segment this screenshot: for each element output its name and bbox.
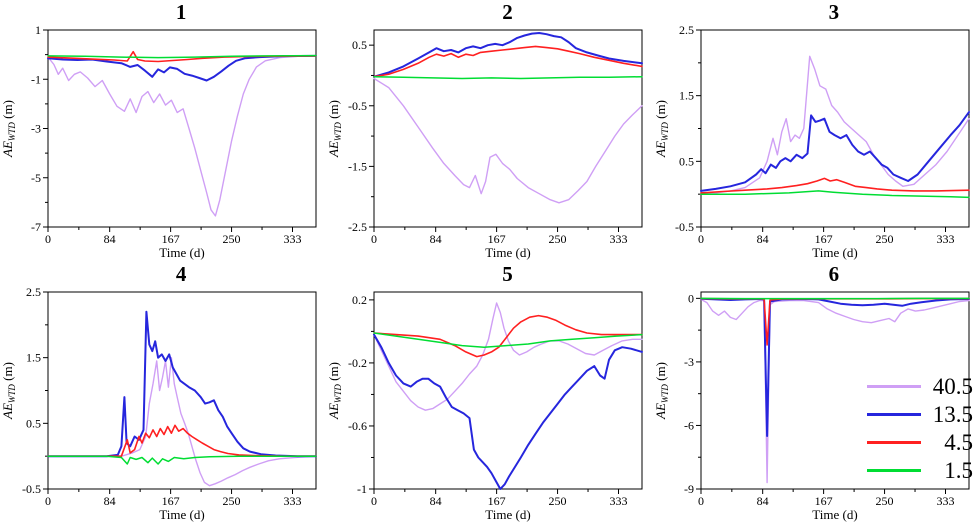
svg-text:333: 333 — [284, 494, 302, 508]
svg-text:0.5: 0.5 — [26, 416, 41, 430]
legend-label-13-5: 13.5 — [932, 401, 973, 427]
svg-text:-2.5: -2.5 — [348, 220, 367, 234]
chart-canvas-2: 0 84 167 250 333 0.5 -0.5 -1.5 -2.5 Time (d) AEWTD… — [326, 29, 644, 260]
svg-text:250: 250 — [549, 232, 567, 246]
svg-text:-0.5: -0.5 — [675, 220, 694, 234]
svg-text:1: 1 — [35, 24, 41, 37]
svg-text:84: 84 — [430, 494, 442, 508]
svg-text:167: 167 — [162, 232, 180, 246]
legend-label-1-5: 1.5 — [944, 457, 973, 483]
svg-text:2.5: 2.5 — [26, 286, 41, 299]
svg-text:0.5: 0.5 — [352, 38, 367, 52]
svg-text:Time (d): Time (d) — [486, 245, 531, 260]
svg-text:0: 0 — [698, 232, 704, 246]
chart-panel-2: 2 0 84 167 250 333 0.5 -0.5 -1.5 -2.5 Time (d) AEW… — [326, 0, 652, 262]
chart-title-6: 6 — [828, 261, 840, 286]
svg-text:-0.5: -0.5 — [22, 482, 41, 496]
legend-item-40-5: 40.5 — [867, 374, 973, 399]
svg-text:333: 333 — [610, 494, 628, 508]
chart-canvas-1: 0 84 167 250 333 1 -1 -3 -5 -7 Time (d) AEWTD (m) — [0, 24, 317, 260]
svg-text:0: 0 — [371, 494, 377, 508]
svg-text:250: 250 — [223, 494, 241, 508]
legend-label-4-5: 4.5 — [944, 429, 973, 455]
legend-label-40-5: 40.5 — [932, 373, 973, 399]
svg-text:333: 333 — [936, 494, 954, 508]
svg-text:0: 0 — [371, 232, 377, 246]
svg-text:Time (d): Time (d) — [486, 507, 531, 522]
svg-text:0: 0 — [688, 291, 694, 305]
svg-text:Time (d): Time (d) — [159, 507, 204, 522]
legend-item-13-5: 13.5 — [867, 402, 973, 427]
chart-panel-3: 3 0 84 167 250 333 2.5 1.5 0.5 -0.5 Time (d) AEWTD… — [653, 0, 979, 262]
legend-item-4-5: 4.5 — [867, 430, 973, 455]
svg-text:-9: -9 — [684, 482, 694, 496]
svg-text:Time (d): Time (d) — [159, 245, 204, 260]
svg-text:AEWTD (m): AEWTD (m) — [0, 100, 17, 158]
svg-text:167: 167 — [488, 494, 506, 508]
svg-text:333: 333 — [284, 232, 302, 246]
svg-text:-0.6: -0.6 — [348, 418, 367, 432]
svg-text:AEWTD (m): AEWTD (m) — [653, 100, 670, 158]
svg-text:-1: -1 — [31, 72, 41, 86]
chart-title-1: 1 — [175, 0, 187, 24]
svg-text:0: 0 — [45, 494, 51, 508]
chart-panel-4: 4 0 84 167 250 333 2.5 1.5 0.5 -0.5 Time (d) AEWTD… — [0, 262, 326, 523]
svg-text:333: 333 — [610, 232, 628, 246]
svg-text:-1: -1 — [357, 482, 367, 496]
chart-title-2: 2 — [502, 0, 513, 24]
chart-title-3: 3 — [828, 0, 840, 24]
svg-text:167: 167 — [162, 494, 180, 508]
svg-text:84: 84 — [104, 232, 116, 246]
chart-panel-6: 6 0 84 167 250 333 0 -3 -6 -9 Time (d) AEWTD (m) 4… — [653, 262, 979, 523]
svg-text:0: 0 — [698, 494, 704, 508]
svg-text:AEWTD (m): AEWTD (m) — [326, 362, 343, 420]
chart-panel-1: 1 0 84 167 250 333 1 -1 -3 -5 -7 Time (d) AEWTD (m) — [0, 0, 326, 262]
svg-text:-3: -3 — [684, 354, 694, 368]
svg-text:167: 167 — [814, 232, 832, 246]
svg-text:84: 84 — [756, 232, 768, 246]
legend-line-40-5 — [867, 384, 921, 388]
svg-text:167: 167 — [814, 494, 832, 508]
chart-title-5: 5 — [502, 261, 513, 286]
svg-text:1.5: 1.5 — [679, 89, 694, 103]
chart-canvas-3: 0 84 167 250 333 2.5 1.5 0.5 -0.5 Time (d) AEWTD (… — [653, 24, 970, 260]
svg-text:-1.5: -1.5 — [348, 159, 367, 173]
chart-title-4: 4 — [175, 261, 187, 286]
legend-line-13-5 — [867, 412, 921, 416]
svg-text:1.5: 1.5 — [26, 350, 41, 364]
svg-text:167: 167 — [488, 232, 506, 246]
svg-text:-0.2: -0.2 — [348, 355, 367, 369]
svg-text:AEWTD (m): AEWTD (m) — [653, 362, 670, 420]
svg-text:2.5: 2.5 — [679, 24, 694, 37]
svg-text:AEWTD (m): AEWTD (m) — [0, 362, 17, 420]
svg-text:-3: -3 — [31, 122, 41, 136]
svg-text:Time (d): Time (d) — [812, 245, 857, 260]
svg-text:-0.5: -0.5 — [348, 99, 367, 113]
svg-text:-6: -6 — [684, 418, 694, 432]
svg-text:84: 84 — [756, 494, 768, 508]
legend: 40.5 13.5 4.5 1.5 — [867, 374, 973, 483]
legend-line-1-5 — [867, 468, 921, 472]
svg-text:84: 84 — [104, 494, 116, 508]
svg-text:250: 250 — [875, 494, 893, 508]
svg-text:0.2: 0.2 — [352, 292, 367, 306]
svg-text:250: 250 — [223, 232, 241, 246]
svg-text:250: 250 — [875, 232, 893, 246]
chart-canvas-5: 0 84 167 250 333 0.2 -0.2 -0.6 -1 Time (d) AEWTD (… — [326, 291, 644, 522]
svg-text:333: 333 — [936, 232, 954, 246]
legend-line-4-5 — [867, 440, 921, 444]
svg-text:-7: -7 — [31, 220, 41, 234]
chart-canvas-6: 0 84 167 250 333 0 -3 -6 -9 Time (d) AEWTD (m) — [653, 291, 970, 522]
svg-text:250: 250 — [549, 494, 567, 508]
svg-text:AEWTD (m): AEWTD (m) — [326, 100, 343, 158]
chart-panel-5: 5 0 84 167 250 333 0.2 -0.2 -0.6 -1 Time (d) AEWTD… — [326, 262, 652, 523]
svg-text:84: 84 — [430, 232, 442, 246]
svg-text:-5: -5 — [31, 171, 41, 185]
svg-text:0.5: 0.5 — [679, 154, 694, 168]
chart-canvas-4: 0 84 167 250 333 2.5 1.5 0.5 -0.5 Time (d) AEWTD (… — [0, 286, 317, 522]
svg-text:Time (d): Time (d) — [812, 507, 857, 522]
svg-text:0: 0 — [45, 232, 51, 246]
legend-item-1-5: 1.5 — [867, 458, 973, 483]
